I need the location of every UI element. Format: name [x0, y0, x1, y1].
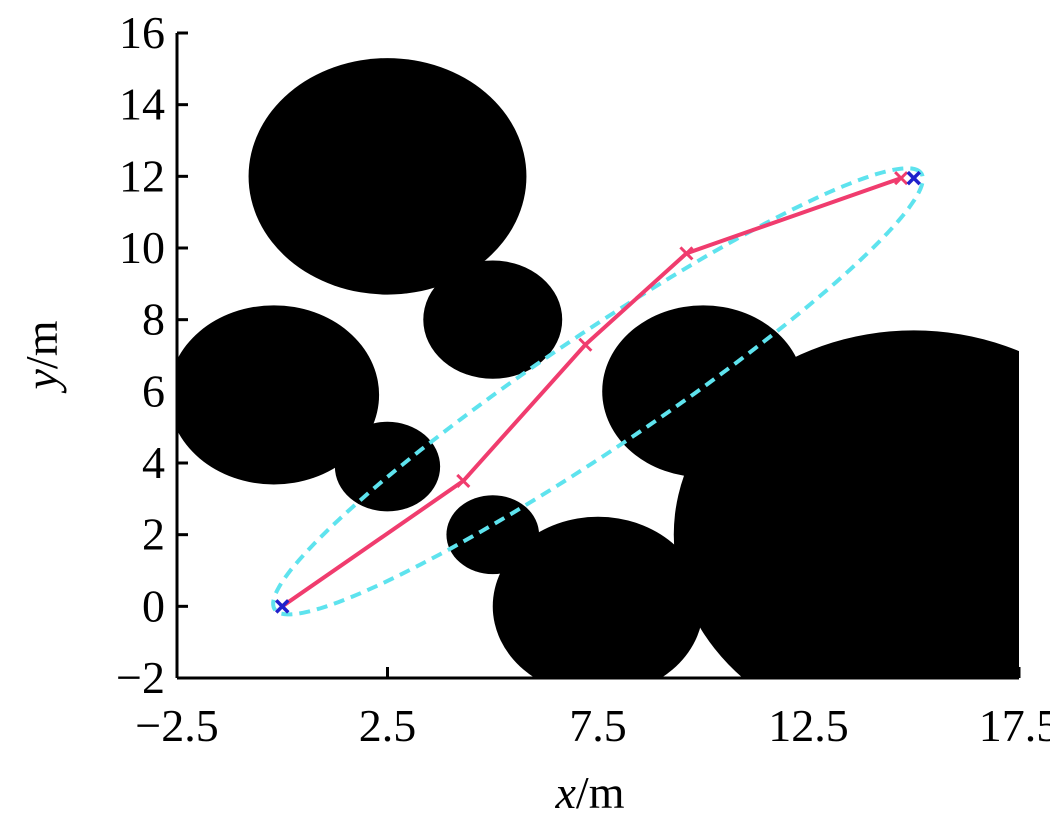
y-tick-label-1: 0	[142, 580, 165, 631]
obstacle-circle-2	[177, 305, 380, 485]
start-point	[275, 599, 290, 614]
path-waypoint-4	[894, 171, 909, 186]
y-tick-label-5: 8	[142, 294, 165, 345]
obstacle-circle-1	[423, 260, 563, 379]
x-tick-label-1: 2.5	[359, 700, 417, 751]
x-tick-label-0: −2.5	[135, 700, 218, 751]
y-tick-label-4: 6	[142, 365, 165, 416]
x-tick-label-2: 7.5	[569, 700, 627, 751]
endpoint-mark-b	[906, 170, 921, 186]
path-waypoint-3	[679, 246, 694, 261]
x-tick-label-4: 17.5	[979, 700, 1050, 751]
endpoint-layer	[275, 170, 921, 614]
y-axis-label-unit: /m	[16, 320, 67, 369]
x-axis-label-unit: /m	[576, 767, 625, 818]
axes-layer: −2 0 2 4 6 8 10 12 14 16 −2.5 2.5 7.5 12.5 17.5	[116, 7, 1050, 751]
y-tick-label-9: 16	[119, 7, 165, 58]
path-waypoint-2	[578, 337, 593, 352]
y-tick-label-8: 14	[119, 79, 165, 130]
y-axis-label-var: y	[16, 368, 67, 393]
y-tick-label-3: 4	[142, 437, 165, 488]
x-tick-label-3: 12.5	[768, 700, 849, 751]
waypoint-mark-b	[679, 246, 694, 261]
y-tick-label-0: −2	[116, 652, 165, 703]
x-axis-label: x/m	[555, 767, 625, 818]
y-axis-label: y/m	[16, 320, 67, 393]
waypoint-mark-b	[456, 473, 471, 488]
obstacle-circle-0	[248, 58, 527, 295]
endpoint-mark-b	[275, 599, 290, 614]
waypoint-mark-b	[578, 337, 593, 352]
y-tick-label-2: 2	[142, 509, 165, 560]
goal-point	[906, 170, 921, 186]
obstacle-circle-7	[673, 330, 1019, 678]
obstacle-circle-5	[492, 516, 704, 678]
search-ellipse	[271, 166, 925, 617]
obstacle-circle-3	[334, 421, 441, 512]
ellipse-layer	[271, 166, 925, 617]
x-axis-label-var: x	[555, 767, 577, 818]
waypoint-mark-b	[894, 171, 909, 186]
path-waypoint-1	[456, 473, 471, 488]
y-tick-label-7: 12	[119, 150, 165, 201]
labels-layer: x/m y/m	[16, 320, 625, 818]
y-tick-label-6: 10	[119, 222, 165, 273]
obstacles-layer	[177, 58, 1019, 678]
